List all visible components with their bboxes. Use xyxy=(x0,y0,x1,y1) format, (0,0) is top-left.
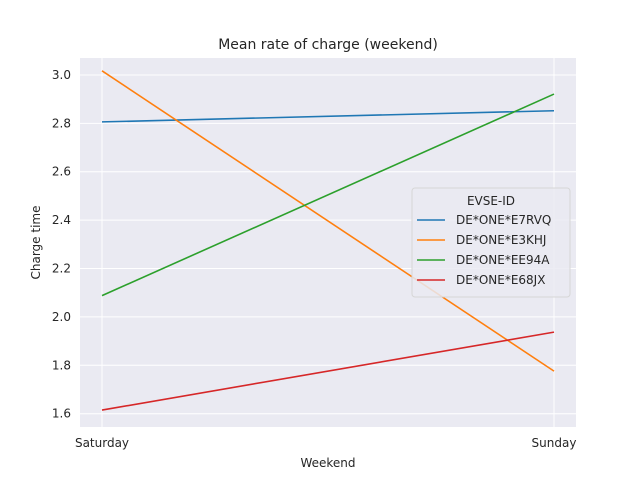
legend-box xyxy=(411,187,571,298)
y-tick-label: 2.4 xyxy=(52,213,71,227)
y-tick-label: 3.0 xyxy=(52,68,71,82)
y-tick-label: 2.8 xyxy=(52,116,71,130)
legend-label: DE*ONE*E3KHJ xyxy=(456,233,546,247)
legend-label: DE*ONE*EE94A xyxy=(456,253,550,267)
legend-label: DE*ONE*E68JX xyxy=(456,273,545,287)
series-lines xyxy=(101,70,555,411)
legend-items: DE*ONE*E7RVQ DE*ONE*E3KHJ DE*ONE*EE94A DE*O… xyxy=(417,213,551,287)
tick-labels: 1.6 1.8 2.0 2.2 2.4 2.6 2.8 3.0 Saturday Sunday xyxy=(52,68,577,450)
legend-label: DE*ONE*E7RVQ xyxy=(456,213,551,227)
y-tick-label: 2.0 xyxy=(52,310,71,324)
legend: EVSE-ID DE*ONE*E7RVQDE*ONE*E3KHJDE*ONE*E… xyxy=(411,187,571,298)
x-axis-title: Weekend xyxy=(300,456,355,470)
series-line-4 xyxy=(101,331,555,411)
y-tick-label: 2.2 xyxy=(52,262,71,276)
y-tick-label: 1.8 xyxy=(52,358,71,372)
y-axis-title: Charge time xyxy=(29,206,43,280)
series-line-2 xyxy=(101,70,555,372)
x-tick-label: Sunday xyxy=(532,436,577,450)
x-tick-label: Saturday xyxy=(75,436,129,450)
chart-title: Mean rate of charge (weekend) xyxy=(218,37,438,53)
series-line-3 xyxy=(101,93,555,297)
y-tick-label: 2.6 xyxy=(52,165,71,179)
legend-title: EVSE-ID xyxy=(467,194,515,208)
y-tick-label: 1.6 xyxy=(52,407,71,421)
